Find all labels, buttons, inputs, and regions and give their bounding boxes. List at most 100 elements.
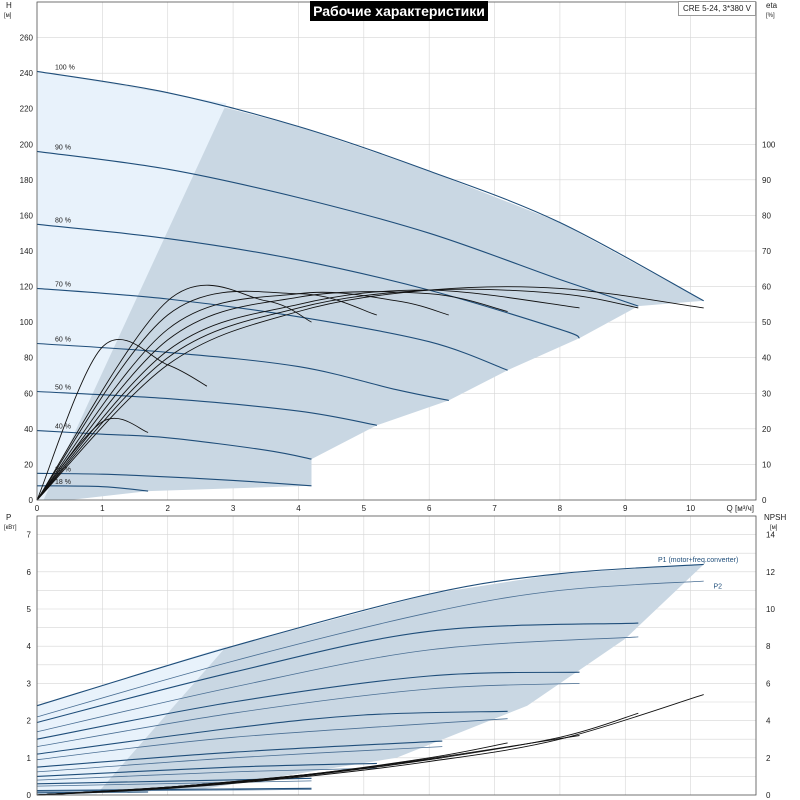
power-p2-curve bbox=[36, 780, 312, 787]
x-tick-label: 4 bbox=[296, 504, 301, 513]
speed-curve-label: 25 % bbox=[55, 466, 71, 473]
efficiency-curve bbox=[36, 286, 704, 501]
power-p1-curve bbox=[36, 710, 508, 755]
p-tick-label: 4 bbox=[27, 642, 32, 651]
power-p1-curve bbox=[36, 622, 639, 724]
speed-curve-label: 90 % bbox=[55, 144, 71, 151]
npsh-curve bbox=[36, 694, 704, 796]
eta-tick-label: 50 bbox=[762, 318, 771, 327]
npsh-tick-label: 12 bbox=[766, 568, 775, 577]
speed-curve-label: 40 % bbox=[55, 424, 71, 431]
eta-tick-label: 60 bbox=[762, 283, 771, 292]
eta-axis-unit: [%] bbox=[766, 13, 775, 19]
efficiency-curve bbox=[36, 291, 449, 501]
x-tick-label: 3 bbox=[231, 504, 236, 513]
npsh-tick-label: 2 bbox=[766, 754, 771, 763]
power-p1-curve bbox=[36, 671, 580, 740]
p1-label: P1 (motor+freq.converter) bbox=[658, 557, 738, 564]
power-p2-curve bbox=[36, 767, 377, 781]
h-tick-label: 220 bbox=[20, 105, 34, 114]
speed-curve bbox=[36, 287, 508, 371]
power-p2-curve bbox=[36, 746, 443, 773]
power-p2-curve bbox=[36, 718, 508, 761]
h-tick-label: 80 bbox=[24, 354, 33, 363]
h-tick-label: 120 bbox=[20, 283, 34, 292]
eta-tick-label: 80 bbox=[762, 211, 771, 220]
h-tick-label: 160 bbox=[20, 211, 34, 220]
speed-curve bbox=[36, 150, 639, 307]
efficiency-curve bbox=[36, 417, 149, 501]
h-tick-label: 200 bbox=[20, 140, 34, 149]
x-tick-label: 9 bbox=[623, 504, 628, 513]
x-tick-label: 0 bbox=[35, 504, 40, 513]
x-tick-label: 8 bbox=[558, 504, 563, 513]
efficiency-curve bbox=[36, 290, 378, 501]
speed-curve bbox=[36, 223, 580, 339]
eta-tick-label: 90 bbox=[762, 176, 771, 185]
npsh-tick-label: 14 bbox=[766, 531, 775, 540]
axis-and-curve-labels: 100 % 90 % 80 % 70 % 60 % 50 % 40 % 25 % 18 % P1 … bbox=[4, 1, 786, 800]
h-tick-label: 60 bbox=[24, 389, 33, 398]
efficiency-curve bbox=[36, 339, 208, 501]
speed-curve-label: 60 % bbox=[55, 336, 71, 343]
pump-model-label: CRE 5-24, 3*380 V bbox=[678, 1, 756, 16]
operating-area-bottom bbox=[37, 564, 704, 795]
h-tick-label: 40 bbox=[24, 425, 33, 434]
h-tick-label: 180 bbox=[20, 176, 34, 185]
h-tick-label: 0 bbox=[29, 496, 34, 505]
p-tick-label: 1 bbox=[27, 754, 32, 763]
efficiency-curve bbox=[36, 291, 508, 501]
power-p1-curve bbox=[36, 563, 704, 707]
speed-curve bbox=[36, 430, 312, 460]
npsh-tick-label: 6 bbox=[766, 679, 771, 688]
p-tick-label: 0 bbox=[27, 791, 32, 800]
npsh-tick-label: 10 bbox=[766, 605, 775, 614]
speed-curve bbox=[36, 485, 149, 492]
eta-tick-label: 70 bbox=[762, 247, 771, 256]
x-tick-label: 1 bbox=[100, 504, 105, 513]
speed-curve-label: 50 % bbox=[55, 385, 71, 392]
eta-tick-label: 30 bbox=[762, 389, 771, 398]
eta-axis-title: eta bbox=[766, 1, 778, 10]
npsh-axis-unit: [м] bbox=[770, 525, 778, 531]
power-p1-curve bbox=[36, 740, 443, 768]
x-tick-label: 5 bbox=[362, 504, 367, 513]
characteristic-curves bbox=[36, 70, 704, 796]
h-axis-title: H bbox=[6, 1, 12, 10]
eta-tick-label: 10 bbox=[762, 460, 771, 469]
power-p1-curve bbox=[36, 762, 377, 777]
p-tick-label: 5 bbox=[27, 605, 32, 614]
eta-tick-label: 40 bbox=[762, 354, 771, 363]
speed-curve bbox=[36, 70, 704, 302]
x-tick-label: 6 bbox=[427, 504, 432, 513]
eta-tick-label: 100 bbox=[762, 140, 776, 149]
npsh-tick-label: 0 bbox=[766, 791, 771, 800]
h-axis-unit: [м] bbox=[4, 13, 12, 19]
x-tick-label: 10 bbox=[686, 504, 695, 513]
speed-curve-label: 70 % bbox=[55, 281, 71, 288]
h-tick-label: 100 bbox=[20, 318, 34, 327]
p-tick-label: 6 bbox=[27, 568, 32, 577]
x-axis-label: Q [м³/ч] bbox=[727, 504, 754, 513]
npsh-curve bbox=[36, 783, 207, 796]
efficiency-curve bbox=[36, 289, 580, 501]
h-tick-label: 260 bbox=[20, 34, 34, 43]
p2-label: P2 bbox=[714, 584, 723, 591]
power-p2-curve bbox=[36, 683, 580, 747]
speed-curve-label: 80 % bbox=[55, 217, 71, 224]
operating-range-bands bbox=[37, 71, 704, 795]
speed-curve bbox=[36, 390, 377, 426]
speed-curve-label: 100 % bbox=[55, 64, 75, 71]
low-flow-area-top bbox=[37, 71, 227, 500]
power-p2-curve bbox=[36, 636, 639, 733]
p-axis-title: P bbox=[6, 513, 11, 522]
npsh-tick-label: 4 bbox=[766, 717, 771, 726]
chart-title: Рабочие характеристики bbox=[310, 1, 488, 21]
efficiency-curve bbox=[36, 284, 312, 501]
npsh-tick-label: 8 bbox=[766, 642, 771, 651]
p-tick-label: 7 bbox=[27, 531, 32, 540]
h-tick-label: 240 bbox=[20, 69, 34, 78]
power-p2-curve bbox=[36, 580, 704, 718]
h-tick-label: 140 bbox=[20, 247, 34, 256]
